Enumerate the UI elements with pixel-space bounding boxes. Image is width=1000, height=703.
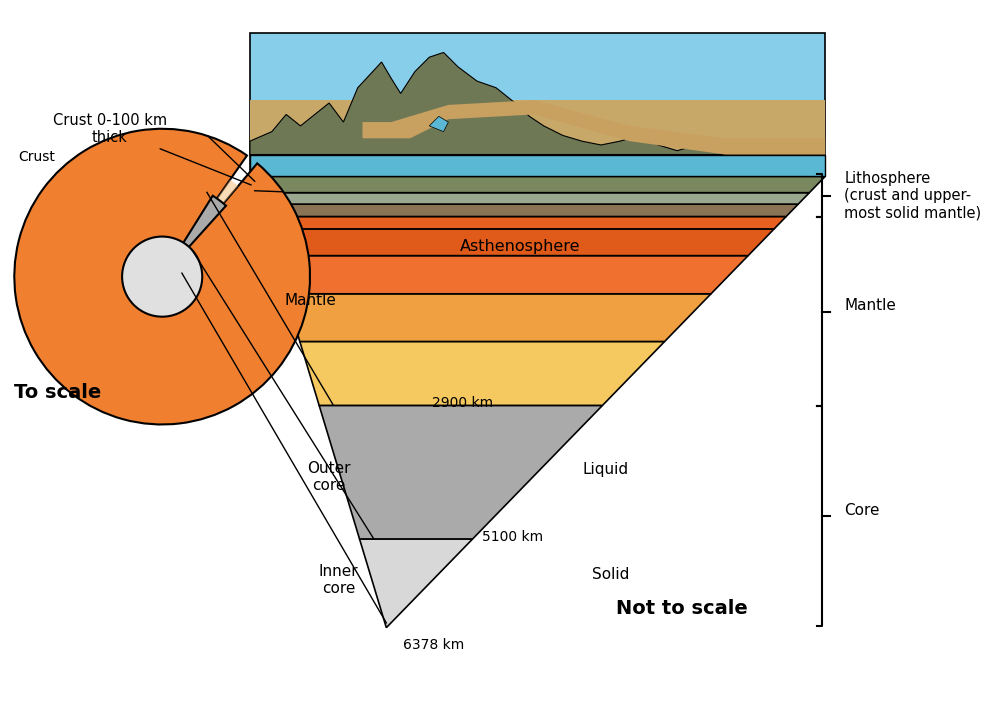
Text: 6378 km: 6378 km bbox=[403, 638, 465, 652]
Polygon shape bbox=[250, 33, 825, 176]
Text: Mantle: Mantle bbox=[284, 293, 336, 308]
Text: Not to scale: Not to scale bbox=[616, 599, 748, 618]
Text: Solid: Solid bbox=[592, 567, 629, 582]
Text: Outer
core: Outer core bbox=[307, 460, 351, 493]
Text: Liquid: Liquid bbox=[583, 462, 629, 477]
Text: Core: Core bbox=[844, 503, 880, 518]
Polygon shape bbox=[285, 294, 711, 342]
Polygon shape bbox=[266, 229, 774, 256]
Polygon shape bbox=[250, 176, 825, 193]
Text: Crust: Crust bbox=[18, 150, 55, 165]
Polygon shape bbox=[262, 217, 786, 229]
Wedge shape bbox=[162, 195, 226, 276]
Polygon shape bbox=[250, 53, 825, 155]
Polygon shape bbox=[255, 193, 809, 204]
Polygon shape bbox=[300, 342, 665, 406]
Text: Mantle: Mantle bbox=[844, 298, 896, 313]
Text: To scale: To scale bbox=[14, 384, 101, 403]
Text: Asthenosphere: Asthenosphere bbox=[460, 238, 580, 254]
Polygon shape bbox=[250, 155, 825, 176]
Text: Crust 0-100 km
thick: Crust 0-100 km thick bbox=[53, 112, 251, 185]
Text: Lithosphere
(crust and upper-
most solid mantle): Lithosphere (crust and upper- most solid… bbox=[844, 171, 981, 221]
Polygon shape bbox=[360, 539, 473, 628]
Polygon shape bbox=[250, 100, 825, 155]
Text: Inner
core: Inner core bbox=[319, 564, 358, 596]
Wedge shape bbox=[14, 129, 310, 425]
Text: 5100 km: 5100 km bbox=[482, 530, 543, 544]
Text: 2900 km: 2900 km bbox=[432, 396, 493, 411]
Polygon shape bbox=[258, 204, 798, 217]
Polygon shape bbox=[274, 256, 748, 294]
Polygon shape bbox=[362, 100, 825, 155]
Polygon shape bbox=[319, 406, 602, 539]
Circle shape bbox=[122, 236, 202, 316]
Polygon shape bbox=[429, 117, 448, 131]
Wedge shape bbox=[162, 180, 238, 276]
